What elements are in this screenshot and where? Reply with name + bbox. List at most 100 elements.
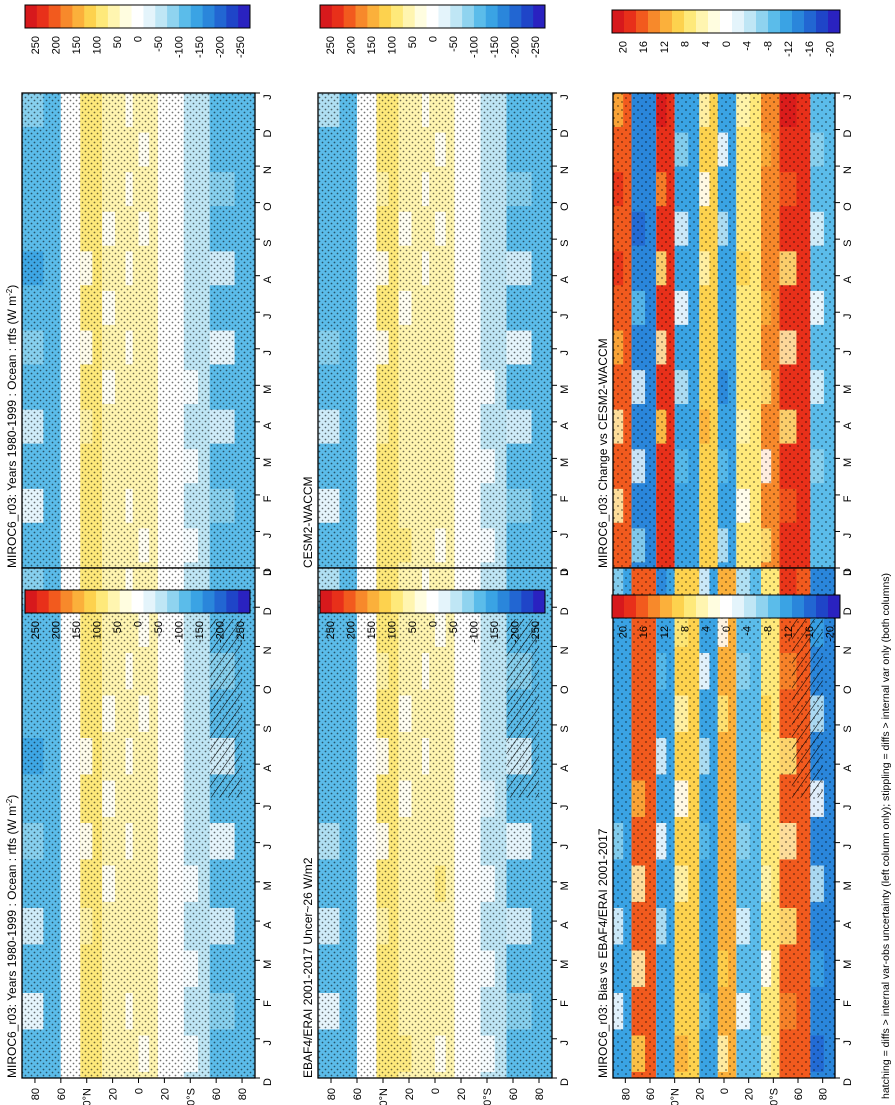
lat-tick-label: 40°S (482, 1088, 494, 1105)
lat-tick-label: 80 (620, 1088, 632, 1100)
colorbar-tick-label: 200 (51, 621, 63, 639)
colorbar-tick-label: -4 (742, 626, 754, 636)
month-tick-label: N (842, 166, 854, 174)
colorbar-swatch (414, 590, 428, 613)
colorbar-swatch (708, 10, 721, 33)
colorbar-tick-label: -20 (825, 626, 837, 642)
colorbar-tick-label: 4 (700, 626, 712, 632)
lat-tick-label: 40°N (670, 1088, 682, 1105)
month-tick-label: M (842, 458, 854, 467)
colorbar-swatch (226, 5, 239, 28)
cb-bot-left: 20 16 12 8 4 0 -4 -8 -12 -16 -20 (611, 594, 841, 642)
lat-tick-label: 40°N (378, 1088, 390, 1105)
month-tick-label: D (842, 568, 854, 576)
colorbar-swatch (672, 10, 685, 33)
month-tick-label: A (842, 275, 854, 283)
colorbar-frame (611, 9, 841, 34)
lat-tick-label: 60 (56, 1088, 68, 1100)
cb-top-left: 250 200 150 100 50 0 -50 -100 -150 -200 -250 (24, 589, 251, 643)
colorbar-swatch (533, 590, 546, 613)
colorbar-tick-label: -250 (235, 621, 247, 643)
month-tick-label: D (842, 1078, 854, 1086)
colorbar-tick-label: 200 (51, 36, 63, 54)
colorbar-tick-label: 200 (346, 36, 358, 54)
month-tick-label: A (559, 764, 571, 772)
month-tick-label: M (559, 458, 571, 467)
month-tick-label: A (559, 275, 571, 283)
colorbar-swatch (438, 590, 451, 613)
colorbar-swatch (60, 590, 73, 613)
colorbar-tick-label: -250 (530, 621, 542, 643)
lat-tick-label: 60 (793, 1088, 805, 1100)
month-tick-label: M (842, 960, 854, 969)
colorbar-swatch (732, 595, 745, 618)
colorbar-swatch (462, 5, 475, 28)
month-tick-label: F (262, 1000, 274, 1007)
month-tick-label: O (559, 202, 571, 211)
colorbar-swatch (119, 590, 133, 613)
month-tick-label: S (559, 725, 571, 732)
lat-tick-label: 80 (534, 1088, 546, 1100)
month-tick-label: S (262, 239, 274, 246)
month-tick-label: O (262, 685, 274, 694)
lat-tick-label: 80 (30, 1088, 42, 1100)
panel-bot-right: DJFMAMJJASONDJ806040°N2002040°S6080MIROC… (596, 92, 854, 603)
colorbar-swatch (509, 5, 522, 28)
month-tick-label: F (262, 495, 274, 502)
colorbar-tick-label: 20 (617, 41, 629, 53)
colorbar-tick-label: -200 (509, 621, 521, 643)
colorbar-swatch (426, 5, 439, 28)
colorbar-swatch (84, 5, 97, 28)
colorbar-swatch (792, 10, 805, 33)
month-tick-label: D (559, 568, 571, 576)
colorbar-swatch (238, 590, 251, 613)
month-tick-label: A (262, 275, 274, 283)
colorbar-swatch (402, 590, 416, 613)
month-tick-label: S (842, 239, 854, 246)
month-tick-label: D (559, 1078, 571, 1086)
colorbar-tick-label: -16 (804, 626, 816, 642)
colorbar-swatch (828, 595, 841, 618)
colorbar-tick-label: 0 (428, 621, 440, 627)
colorbar-tick-label: -50 (448, 621, 460, 637)
month-tick-label: J (842, 805, 854, 811)
month-tick-label: J (262, 1040, 274, 1046)
month-tick-label: J (842, 313, 854, 319)
colorbar-tick-label: 100 (92, 621, 104, 639)
colorbar-tick-label: -50 (153, 36, 165, 52)
colorbar-swatch (72, 590, 85, 613)
colorbar-swatch (72, 5, 85, 28)
month-tick-label: O (262, 202, 274, 211)
colorbar-tick-label: 150 (366, 621, 378, 639)
colorbar-tick-label: -4 (742, 41, 754, 51)
panel-title: MIROC6_r03: Bias vs EBAF4/ERAI 2001-2017 (596, 828, 610, 1078)
colorbar-swatch (96, 5, 109, 28)
month-tick-label: F (842, 495, 854, 502)
colorbar-swatch (119, 5, 133, 28)
month-tick-label: N (559, 166, 571, 174)
heatmap-field (613, 568, 835, 1078)
colorbar-swatch (648, 595, 661, 618)
colorbar-swatch (804, 595, 817, 618)
month-tick-label: D (842, 130, 854, 138)
colorbar-swatch (238, 5, 251, 28)
panel-title: EBAF4/ERAI 2001-2017 Uncer~26 W/m2 (301, 857, 315, 1078)
colorbar-swatch (521, 5, 534, 28)
colorbar-swatch (473, 5, 487, 28)
colorbar-swatch (155, 590, 168, 613)
colorbar-tick-label: 16 (638, 41, 650, 53)
month-tick-label: M (559, 881, 571, 890)
colorbar-frame (611, 594, 841, 619)
colorbar-tick-label: -200 (509, 36, 521, 58)
colorbar-swatch (768, 595, 781, 618)
colorbar-swatch (226, 590, 239, 613)
colorbar-tick-label: 8 (680, 41, 692, 47)
colorbar-swatch (214, 590, 227, 613)
month-tick-label: J (559, 350, 571, 356)
month-tick-label: J (559, 1040, 571, 1046)
colorbar-swatch (367, 5, 380, 28)
colorbar-swatch (780, 10, 793, 33)
lat-tick-label: 20 (159, 1088, 171, 1100)
month-tick-label: J (559, 313, 571, 319)
